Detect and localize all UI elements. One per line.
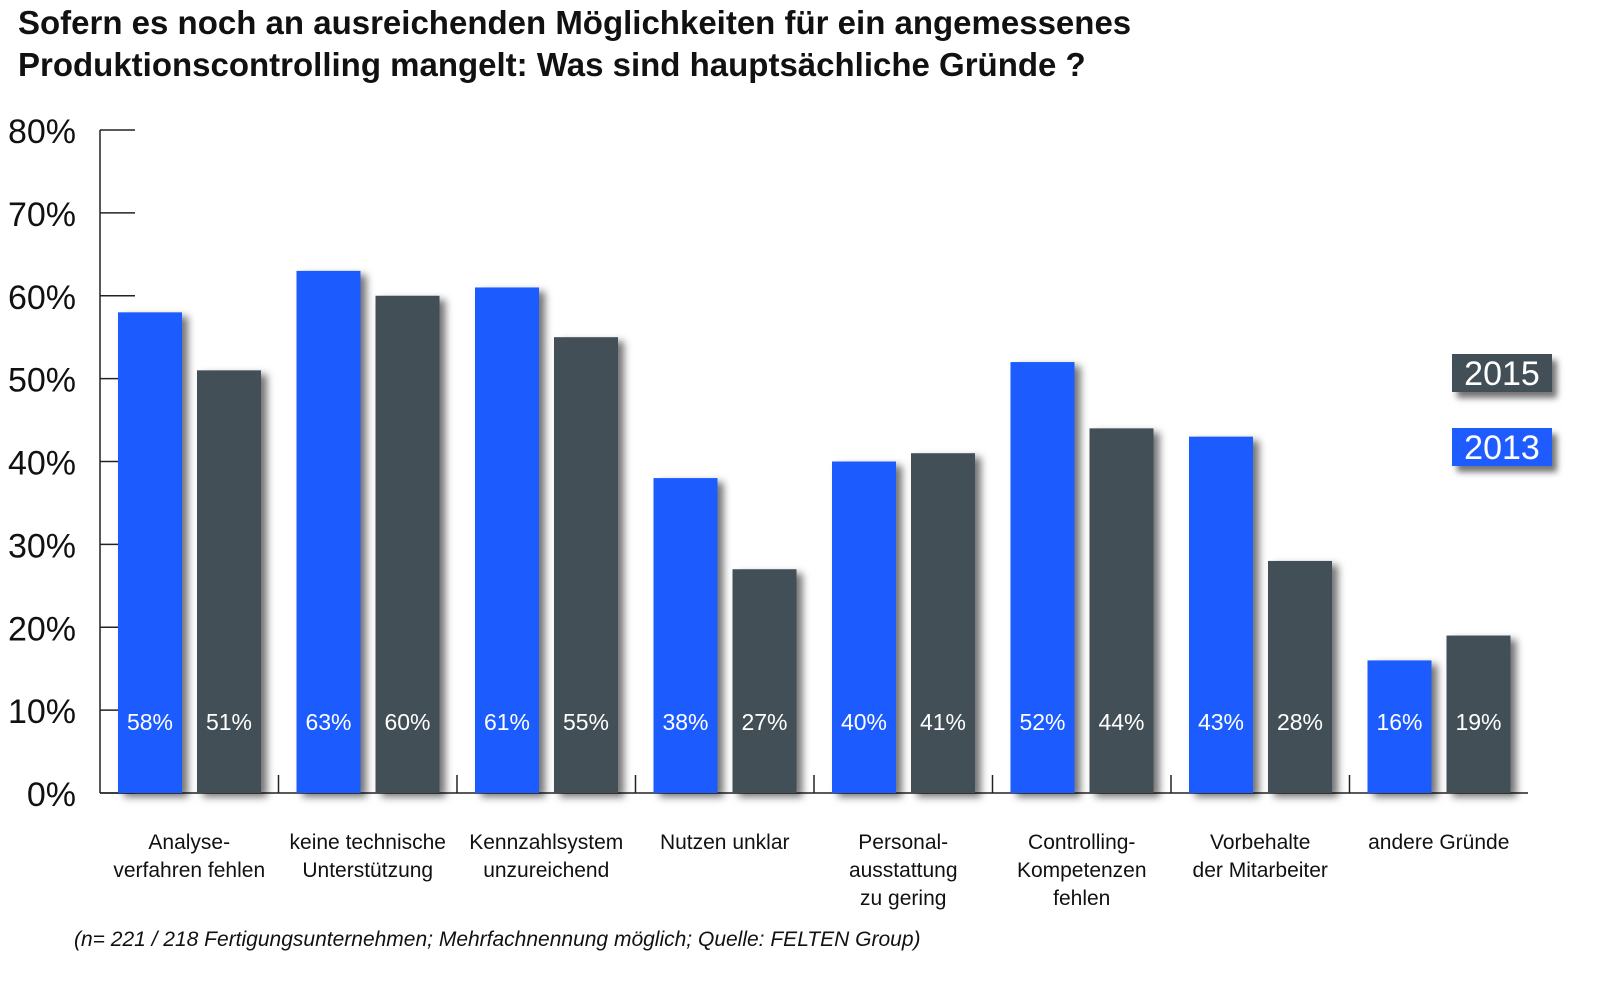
y-tick-label: 20% <box>8 610 76 648</box>
title-line: Sofern es noch an ausreichenden Möglichk… <box>18 4 1132 41</box>
data-label-2013: 16% <box>1376 709 1422 735</box>
bar-2013 <box>475 287 539 793</box>
y-tick-label: 40% <box>8 445 76 483</box>
data-label-2013: 43% <box>1198 709 1244 735</box>
data-label-2015: 27% <box>741 709 787 735</box>
x-tick-label: Kennzahlsystem <box>469 831 623 854</box>
x-tick-label: verfahren fehlen <box>113 859 265 882</box>
data-label-2013: 40% <box>841 709 887 735</box>
bar-2015 <box>197 370 261 793</box>
data-label-2015: 41% <box>920 709 966 735</box>
y-tick-label: 10% <box>8 693 76 731</box>
chart-title: Sofern es noch an ausreichenden Möglichk… <box>18 2 1131 86</box>
bar-2015 <box>911 453 975 793</box>
data-label-2015: 19% <box>1455 709 1501 735</box>
data-label-2015: 60% <box>384 709 430 735</box>
bar-2015 <box>1446 635 1511 793</box>
source-note: (n= 221 / 218 Fertigungsunternehmen; Meh… <box>74 928 921 951</box>
y-tick-label: 50% <box>8 362 76 400</box>
legend-2015: 2015 <box>1452 354 1552 393</box>
y-tick-label: 80% <box>8 113 76 151</box>
y-tick-label: 70% <box>8 196 76 234</box>
bar-2015 <box>1089 428 1154 793</box>
x-tick-label: ausstattung <box>849 859 958 882</box>
bar-2013 <box>832 461 896 793</box>
x-tick-label: fehlen <box>1053 887 1110 910</box>
x-tick-label: Analyse- <box>148 831 230 854</box>
y-tick-label: 30% <box>8 527 76 565</box>
bar-2013 <box>1367 660 1432 793</box>
data-label-2015: 28% <box>1277 709 1323 735</box>
data-label-2013: 38% <box>662 709 708 735</box>
x-tick-label: Personal- <box>858 831 948 854</box>
data-label-2015: 51% <box>206 709 252 735</box>
data-label-2015: 44% <box>1098 709 1144 735</box>
bar-2013 <box>1189 436 1253 793</box>
x-tick-label: Nutzen unklar <box>660 831 790 854</box>
x-tick-label: Controlling- <box>1028 831 1135 854</box>
x-tick-label: der Mitarbeiter <box>1193 859 1328 882</box>
bar-2015 <box>375 295 440 793</box>
title-line: Produktionscontrolling mangelt: Was sind… <box>18 46 1086 83</box>
bar-2015 <box>1268 560 1332 793</box>
y-tick-label: 0% <box>27 776 76 814</box>
data-label-2013: 61% <box>484 709 530 735</box>
y-tick-label: 60% <box>8 279 76 317</box>
data-label-2013: 63% <box>305 709 351 735</box>
legend-2013: 2013 <box>1452 428 1552 467</box>
data-label-2015: 55% <box>563 709 609 735</box>
x-tick-label: Unterstützung <box>302 859 433 882</box>
bar-2013 <box>1010 362 1075 793</box>
bar-2013 <box>653 478 718 793</box>
x-tick-label: keine technische <box>290 831 446 854</box>
data-label-2013: 52% <box>1019 709 1065 735</box>
x-tick-label: andere Gründe <box>1368 831 1509 854</box>
bar-2013 <box>296 270 361 793</box>
bar-2015 <box>732 569 797 793</box>
x-tick-label: Vorbehalte <box>1210 831 1310 854</box>
bar-2015 <box>554 337 618 793</box>
x-tick-label: zu gering <box>860 887 946 910</box>
bar-2013 <box>118 312 182 793</box>
data-label-2013: 58% <box>127 709 173 735</box>
x-tick-label: Kompetenzen <box>1017 859 1147 882</box>
x-tick-label: unzureichend <box>483 859 609 882</box>
